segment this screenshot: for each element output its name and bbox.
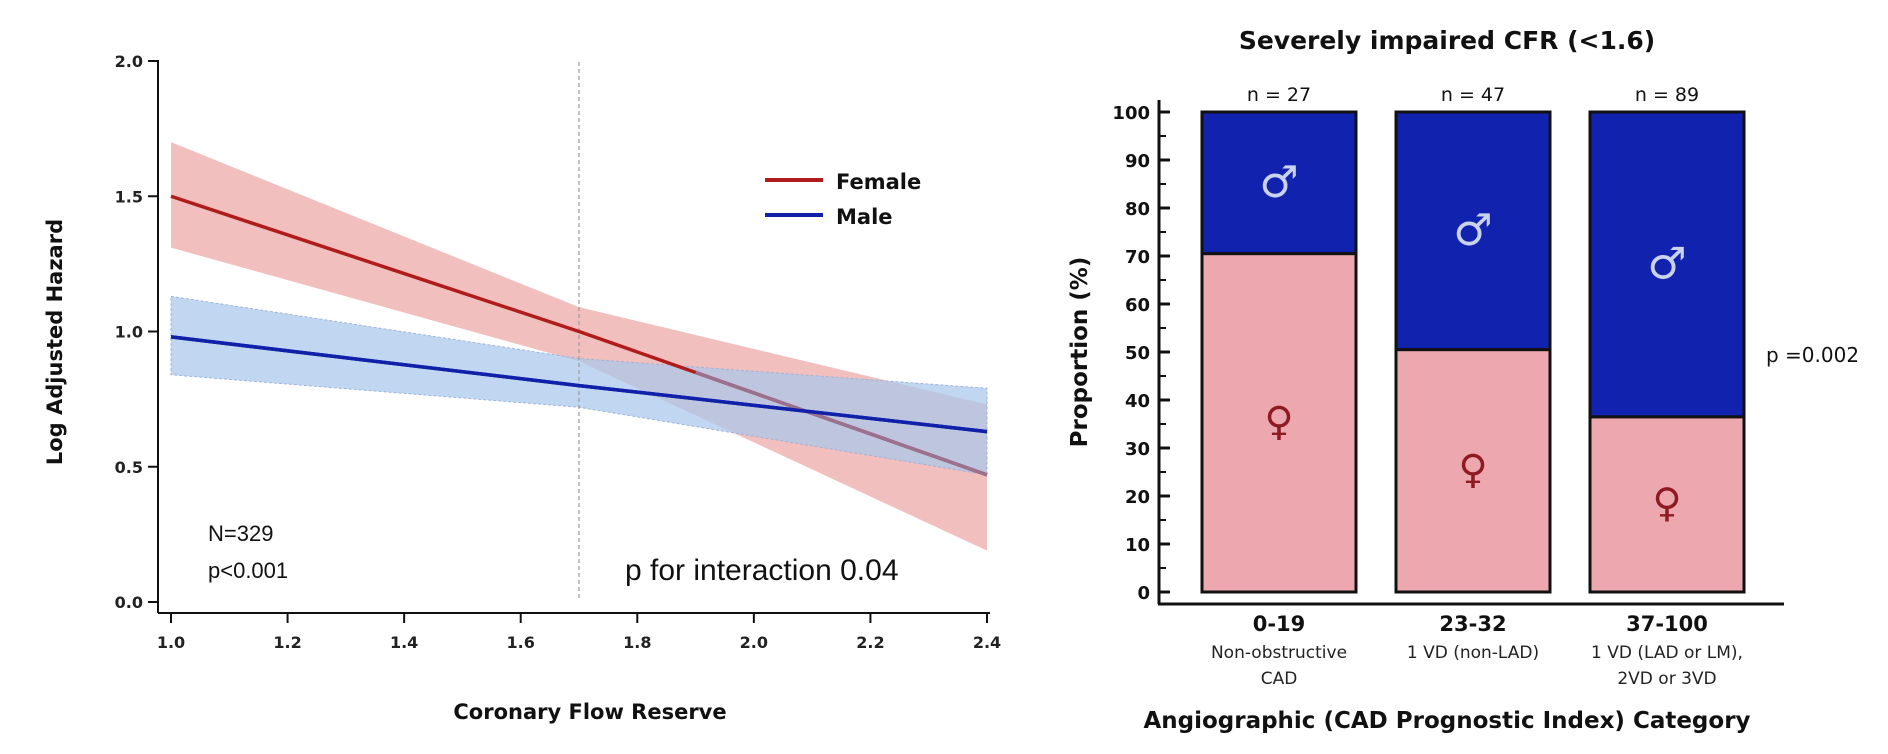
bar-group: ♀ ♂ n = 27 bbox=[1200, 84, 1358, 594]
line-male-top bbox=[170, 335, 988, 434]
y-tick-label: 60 bbox=[1125, 295, 1150, 316]
bar-n-label: n = 27 bbox=[1247, 84, 1311, 106]
y-tick-label: 20 bbox=[1125, 487, 1150, 508]
x-axis-title: Angiographic (CAD Prognostic Index) Cate… bbox=[1143, 708, 1750, 734]
bar-segment-female bbox=[1394, 348, 1552, 594]
stacked-bar-chart: Severely impaired CFR (<1.6) ♀ ♂ n = 27 ♀ ♂ n… bbox=[1067, 26, 1859, 734]
bar-n-label: n = 89 bbox=[1635, 84, 1699, 106]
y-axis-title: Log Adjusted Hazard bbox=[43, 219, 67, 465]
hazard-line-chart: 1.0 1.2 1.4 1.6 1.8 2.0 2.2 2.4 0.0 0.5 1.0 1.5 2.0… bbox=[43, 52, 1001, 724]
y-tick-label: 40 bbox=[1125, 391, 1150, 412]
legend-male-label: Male bbox=[836, 205, 893, 229]
y-ticks: 0.0 0.5 1.0 1.5 2.0 bbox=[115, 52, 158, 612]
y-tick-label: 70 bbox=[1125, 247, 1150, 268]
category-sublabel: Non-obstructive bbox=[1211, 643, 1347, 663]
x-tick-label: 2.0 bbox=[740, 633, 768, 652]
female-symbol-icon: ♀ bbox=[1264, 399, 1293, 445]
bars: ♀ ♂ n = 27 ♀ ♂ n = 47 ♀ ♂ n = 89 bbox=[1200, 84, 1746, 594]
female-symbol-icon: ♀ bbox=[1652, 480, 1681, 526]
bar-group: ♀ ♂ n = 47 bbox=[1394, 84, 1552, 594]
axes bbox=[157, 60, 990, 614]
x-axis-title: Coronary Flow Reserve bbox=[453, 700, 726, 724]
bar-group: ♀ ♂ n = 89 bbox=[1588, 84, 1746, 594]
x-tick-label: 1.2 bbox=[273, 633, 301, 652]
y-tick-label: 0 bbox=[1137, 583, 1150, 604]
y-tick-label: 1.0 bbox=[115, 323, 143, 342]
category-label: 23-32 bbox=[1439, 612, 1506, 636]
y-tick-label: 10 bbox=[1125, 535, 1150, 556]
annotation-interaction: p for interaction 0.04 bbox=[625, 554, 899, 587]
y-ticks: 0 10 20 30 40 50 60 70 80 90 100 bbox=[1112, 103, 1170, 604]
series-lines bbox=[170, 194, 988, 477]
y-tick-label: 30 bbox=[1125, 439, 1150, 460]
category-sublabel: 2VD or 3VD bbox=[1617, 669, 1716, 689]
category-sublabel: 1 VD (LAD or LM), bbox=[1591, 643, 1743, 663]
chart-title: Severely impaired CFR (<1.6) bbox=[1239, 26, 1655, 55]
p-value-label: p =0.002 bbox=[1766, 343, 1859, 367]
male-symbol-icon: ♂ bbox=[1647, 238, 1686, 289]
x-tick-label: 1.8 bbox=[623, 633, 651, 652]
bar-segment-female bbox=[1200, 252, 1358, 594]
bar-n-label: n = 47 bbox=[1441, 84, 1505, 106]
female-symbol-icon: ♀ bbox=[1458, 447, 1487, 493]
y-tick-label: 1.5 bbox=[115, 187, 143, 206]
x-tick-label: 1.6 bbox=[507, 633, 535, 652]
x-tick-label: 2.2 bbox=[856, 633, 884, 652]
y-tick-label: 0.5 bbox=[115, 458, 143, 477]
annotation-n: N=329 bbox=[208, 521, 273, 546]
y-tick-label: 80 bbox=[1125, 199, 1150, 220]
y-tick-label: 50 bbox=[1125, 343, 1150, 364]
bar-segment-female bbox=[1588, 415, 1746, 594]
x-tick-label: 1.0 bbox=[157, 633, 185, 652]
y-tick-label: 0.0 bbox=[115, 593, 143, 612]
category-label: 37-100 bbox=[1626, 612, 1708, 636]
male-symbol-icon: ♂ bbox=[1453, 205, 1492, 256]
annotation-p: p<0.001 bbox=[208, 558, 288, 583]
category-labels: 0-19 Non-obstructive CAD 23-32 1 VD (non-LAD… bbox=[1211, 612, 1743, 689]
legend-female-label: Female bbox=[836, 170, 921, 194]
bar-segment-male bbox=[1200, 110, 1358, 256]
x-ticks: 1.0 1.2 1.4 1.6 1.8 2.0 2.2 2.4 bbox=[157, 613, 1001, 652]
y-axis-title: Proportion (%) bbox=[1067, 257, 1093, 448]
y-tick-label: 2.0 bbox=[115, 52, 143, 71]
y-tick-label: 100 bbox=[1112, 103, 1150, 124]
x-tick-label: 2.4 bbox=[973, 633, 1001, 652]
category-sublabel: CAD bbox=[1261, 669, 1298, 689]
y-tick-label: 90 bbox=[1125, 151, 1150, 172]
legend: Female Male bbox=[765, 170, 921, 229]
x-tick-label: 1.4 bbox=[390, 633, 418, 652]
male-symbol-icon: ♂ bbox=[1259, 157, 1298, 208]
line-female-overlap bbox=[694, 370, 988, 477]
category-label: 0-19 bbox=[1253, 612, 1306, 636]
ci-band-female bbox=[171, 142, 987, 551]
category-sublabel: 1 VD (non-LAD) bbox=[1407, 643, 1539, 663]
bar-segment-male bbox=[1588, 110, 1746, 419]
bar-segment-male bbox=[1394, 110, 1552, 352]
